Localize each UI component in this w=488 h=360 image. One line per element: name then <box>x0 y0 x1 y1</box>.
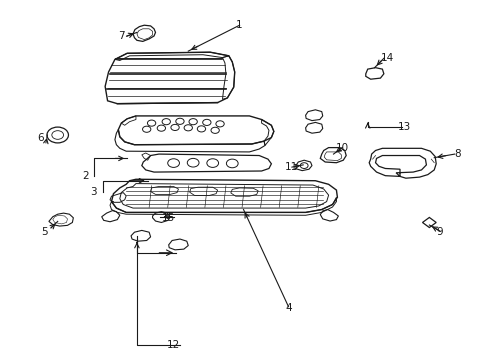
Text: 2: 2 <box>82 171 89 181</box>
Text: 6: 6 <box>37 132 43 143</box>
Text: 1: 1 <box>236 20 243 30</box>
Text: 7: 7 <box>118 31 124 41</box>
Text: 13: 13 <box>397 122 411 132</box>
Text: 5: 5 <box>41 227 48 237</box>
Text: 10: 10 <box>335 143 348 153</box>
Text: 3: 3 <box>90 186 97 197</box>
Text: 14: 14 <box>380 53 393 63</box>
Text: 4: 4 <box>285 303 291 313</box>
Text: 15: 15 <box>162 213 175 223</box>
Text: 9: 9 <box>436 227 443 237</box>
Text: 8: 8 <box>453 149 460 159</box>
Text: 12: 12 <box>166 340 180 350</box>
Text: 11: 11 <box>284 162 297 172</box>
